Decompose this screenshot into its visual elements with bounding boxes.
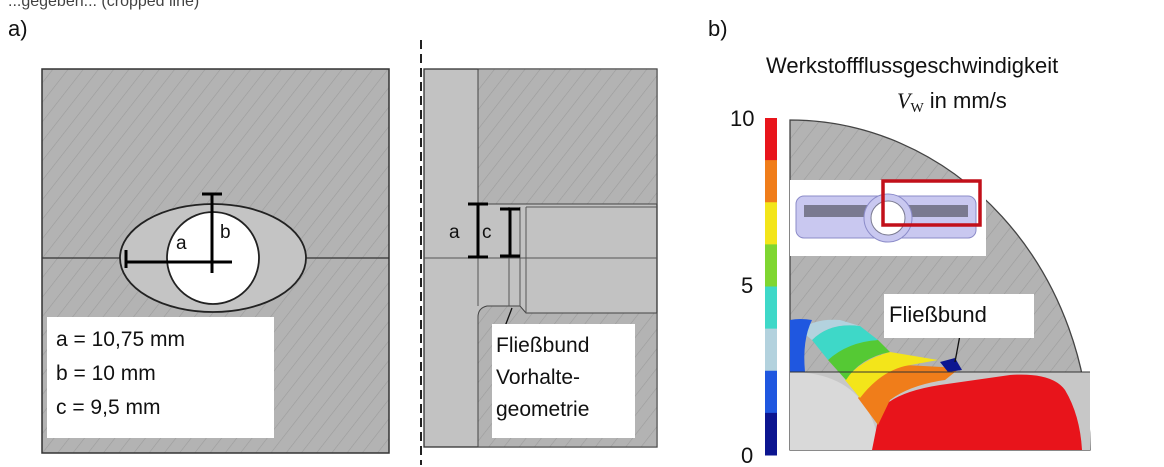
scale-segment bbox=[765, 202, 777, 245]
scale-tick-10: 10 bbox=[730, 106, 754, 131]
side-dim-c-label: c bbox=[482, 222, 492, 243]
panel-b-title: Werkstoffflussgeschwindigkeit bbox=[766, 53, 1058, 78]
side-callout-line2: Vorhalte- bbox=[496, 366, 580, 389]
scale-segment bbox=[765, 286, 777, 330]
fem-callout-box bbox=[884, 294, 1034, 338]
color-scale-bar bbox=[765, 118, 777, 456]
scale-segment bbox=[765, 412, 777, 456]
spec-c: c = 9,5 mm bbox=[56, 396, 160, 419]
front-dim-a-label: a bbox=[176, 233, 187, 254]
clipped-header-text: ...gegeben... (cropped line) bbox=[8, 0, 199, 10]
scale-segment bbox=[765, 244, 777, 287]
fem-quarter-model bbox=[789, 119, 1091, 451]
scale-segment bbox=[765, 118, 777, 161]
panel-b-unit: VW in mm/s bbox=[897, 88, 1007, 116]
spec-a: a = 10,75 mm bbox=[56, 328, 185, 351]
scale-segment bbox=[765, 160, 777, 203]
front-dim-b-label: b bbox=[220, 222, 231, 243]
panel-b-label: b) bbox=[708, 16, 728, 41]
fem-callout-label: Fließbund bbox=[889, 302, 987, 327]
inset-highlight-box bbox=[881, 179, 982, 227]
side-callout-line3: geometrie bbox=[496, 398, 589, 421]
inset-part-sketch bbox=[790, 179, 986, 256]
scale-tick-5: 5 bbox=[741, 273, 753, 298]
spec-b: b = 10 mm bbox=[56, 362, 156, 385]
scale-segment bbox=[765, 370, 777, 414]
panel-a-label: a) bbox=[8, 16, 28, 41]
scale-tick-0: 0 bbox=[741, 443, 753, 467]
side-callout-box bbox=[492, 324, 635, 438]
side-callout-line1: Fließbund bbox=[496, 334, 589, 357]
specs-box bbox=[47, 317, 274, 438]
scale-segment bbox=[765, 328, 777, 372]
side-dim-a-label: a bbox=[449, 222, 460, 243]
